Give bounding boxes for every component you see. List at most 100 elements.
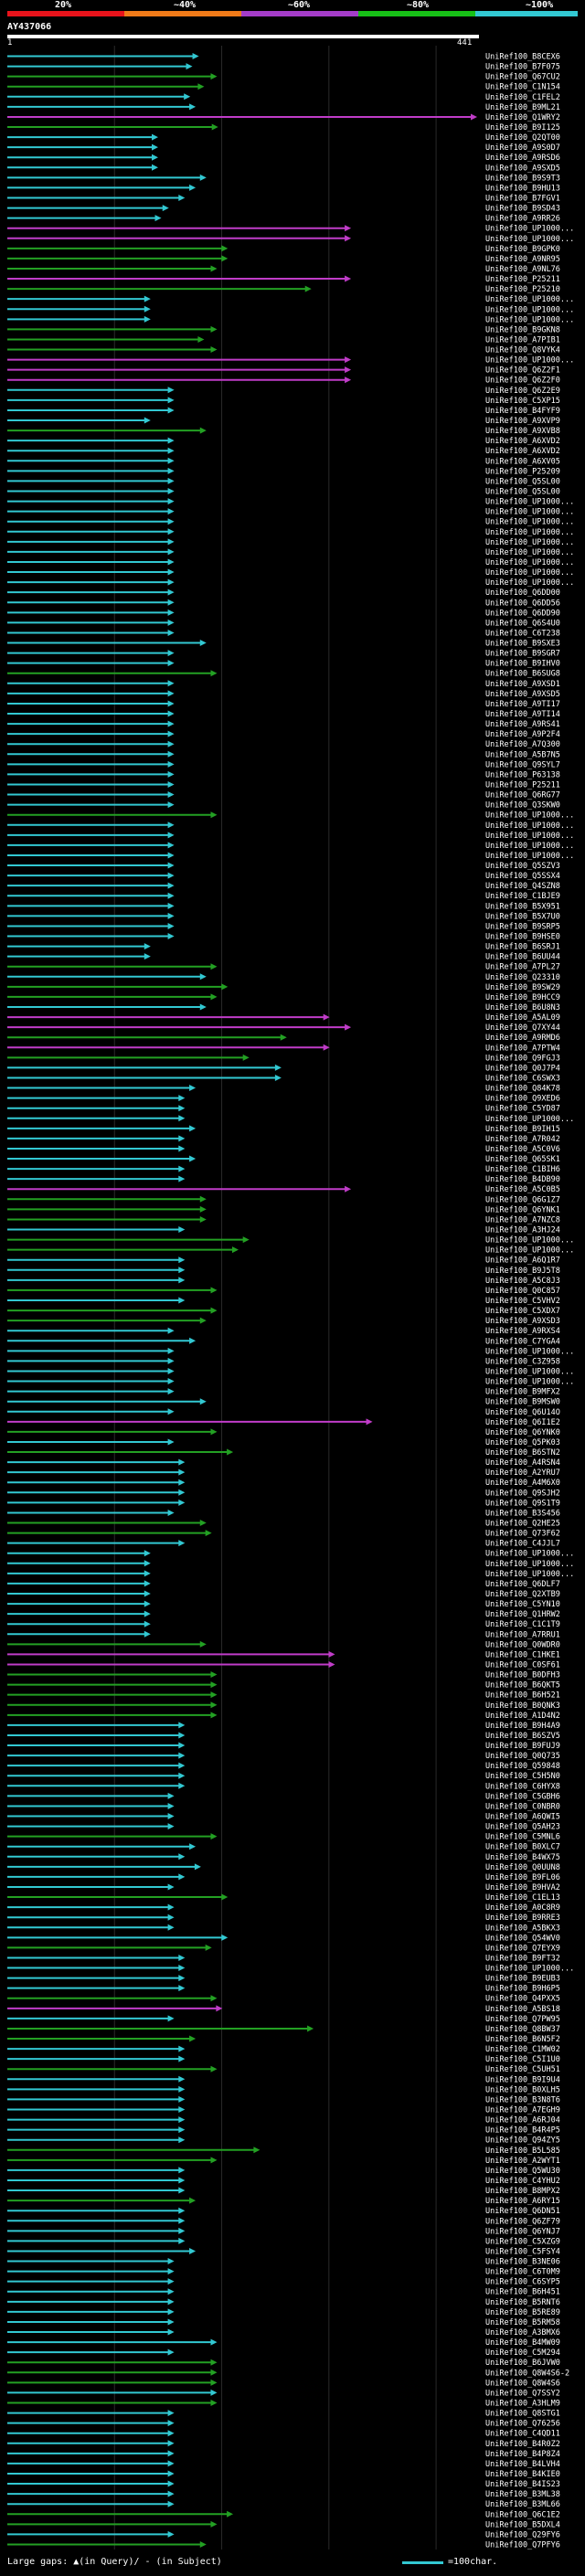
hit-arrow — [178, 1752, 186, 1759]
hit-label: UniRef100_B9EUB3 — [485, 1975, 560, 1984]
hit-label: UniRef100_A5B7N5 — [485, 750, 560, 759]
hit-label: UniRef100_B9HCC9 — [485, 993, 560, 1002]
hit-label: UniRef100_C0SF61 — [485, 1660, 560, 1670]
hit-label: UniRef100_B6H451 — [485, 2288, 560, 2297]
hit-arrow — [167, 1913, 175, 1921]
hit-arrow — [167, 1792, 175, 1799]
hit-arrow — [323, 1013, 330, 1021]
hit-label: UniRef100_B3S456 — [485, 1509, 560, 1518]
hit-arrow — [189, 1843, 197, 1850]
hit-label: UniRef100_A6RJ04 — [485, 2116, 560, 2125]
hit-label: UniRef100_Q94ZY5 — [485, 2136, 560, 2146]
hit-label: UniRef100_B6N5F2 — [485, 2035, 560, 2044]
hit-label: UniRef100_P25209 — [485, 467, 560, 476]
hit-arrow — [227, 2510, 234, 2518]
hit-arrow — [471, 113, 477, 121]
hit-arrow — [199, 174, 207, 181]
hit-label: UniRef100_Q6DLF7 — [485, 1580, 560, 1589]
hit-label: UniRef100_A4M6X0 — [485, 1479, 560, 1488]
hit-label: UniRef100_B6QKT5 — [485, 1681, 560, 1691]
hit-arrow — [210, 1701, 218, 1709]
hit-arrow — [178, 1095, 186, 1102]
hit-arrow — [167, 588, 175, 596]
hit-label: UniRef100_A9S0D7 — [485, 143, 560, 153]
query-title: AY437066 — [7, 22, 52, 32]
hit-arrow — [144, 1600, 151, 1607]
hit-label: UniRef100_Q2QT00 — [485, 133, 560, 143]
hit-label: UniRef100_A9XSD3 — [485, 1317, 560, 1326]
hit-arrow — [345, 1185, 352, 1193]
hit-arrow — [199, 1317, 207, 1324]
hit-label: UniRef100_A9NL76 — [485, 265, 560, 274]
hit-label: UniRef100_B6JVW0 — [485, 2359, 560, 2368]
hit-arrow — [242, 1054, 250, 1061]
hit-arrow — [167, 2288, 175, 2295]
hit-arrow — [210, 2400, 218, 2407]
hit-label: UniRef100_UP1000... — [485, 811, 574, 821]
hit-arrow — [189, 2035, 197, 2042]
hit-label: UniRef100_B9SRP5 — [485, 922, 560, 931]
hit-label: UniRef100_A9TI14 — [485, 710, 560, 719]
hit-label: UniRef100_C6T0M9 — [485, 2268, 560, 2277]
hit-arrow — [167, 2450, 175, 2457]
hit-label: UniRef100_UP1000... — [485, 1550, 574, 1559]
hit-label: UniRef100_A3HJ24 — [485, 1226, 560, 1235]
hit-label: UniRef100_A7R042 — [485, 1135, 560, 1144]
hit-arrow — [167, 467, 175, 474]
hit-label: UniRef100_C6HYX8 — [485, 1782, 560, 1791]
hit-arrow — [227, 1448, 234, 1456]
hit-arrow — [167, 1509, 175, 1516]
hit-label: UniRef100_C6SWX3 — [485, 1074, 560, 1083]
hit-arrow — [178, 1742, 186, 1749]
hit-label: UniRef100_B8CEX6 — [485, 53, 560, 62]
hit-arrow — [199, 1398, 207, 1405]
hit-label: UniRef100_UP1000... — [485, 578, 574, 588]
hit-arrow — [178, 1105, 186, 1112]
hit-label: UniRef100_P63138 — [485, 770, 560, 779]
hit-label: UniRef100_C4QD11 — [485, 2430, 560, 2439]
hit-label: UniRef100_A4RSN4 — [485, 1458, 560, 1468]
hit-label: UniRef100_B9HU13 — [485, 184, 560, 193]
hit-label: UniRef100_UP1000... — [485, 305, 574, 314]
hit-label: UniRef100_UP1000... — [485, 235, 574, 244]
hit-arrow — [221, 255, 229, 262]
hit-label: UniRef100_Q54WV0 — [485, 1934, 560, 1943]
hit-label: UniRef100_A7PL27 — [485, 963, 560, 972]
hit-label: UniRef100_Q0Q735 — [485, 1752, 560, 1761]
hit-arrow — [345, 376, 352, 384]
legend-label-60: ~60% — [288, 0, 311, 10]
hit-arrow — [178, 1165, 186, 1172]
hit-label: UniRef100_B9MSW0 — [485, 1398, 560, 1407]
hit-label: UniRef100_Q3SKW0 — [485, 801, 560, 811]
hit-label: UniRef100_UP1000... — [485, 1347, 574, 1356]
hit-label: UniRef100_Q67CU2 — [485, 73, 560, 82]
hit-label: UniRef100_UP1000... — [485, 1560, 574, 1569]
hit-arrow — [167, 902, 175, 909]
hit-arrow — [184, 93, 191, 101]
hit-arrow — [345, 366, 352, 374]
hit-label: UniRef100_Q5SSX4 — [485, 872, 560, 881]
hit-arrow — [167, 2430, 175, 2437]
hit-label: UniRef100_Q6ZF79 — [485, 2217, 560, 2226]
hit-label: UniRef100_Q7SSY2 — [485, 2389, 560, 2398]
legend-swatch-20 — [7, 11, 124, 16]
hit-label: UniRef100_UP1000... — [485, 315, 574, 324]
legend-label-40: ~40% — [174, 0, 197, 10]
hit-arrow — [167, 558, 175, 566]
hit-label: UniRef100_A5BKX3 — [485, 1924, 560, 1933]
legend-swatch-100 — [475, 11, 578, 16]
hit-arrow — [167, 912, 175, 919]
hit-label: UniRef100_B9HSE0 — [485, 933, 560, 942]
hit-arrow — [210, 265, 218, 272]
hit-label: UniRef100_B5X951 — [485, 902, 560, 911]
hit-label: UniRef100_B4R0Z2 — [485, 2440, 560, 2449]
hit-label: UniRef100_Q9FGJ3 — [485, 1054, 560, 1063]
hit-arrow — [178, 1762, 186, 1769]
hit-arrow — [178, 1489, 186, 1496]
hit-arrow — [152, 164, 159, 171]
hit-label: UniRef100_B9SGR7 — [485, 650, 560, 659]
hit-arrow — [178, 1975, 186, 1982]
hit-arrow — [167, 528, 175, 535]
hit-arrow — [167, 750, 175, 758]
hit-arrow — [144, 295, 151, 302]
